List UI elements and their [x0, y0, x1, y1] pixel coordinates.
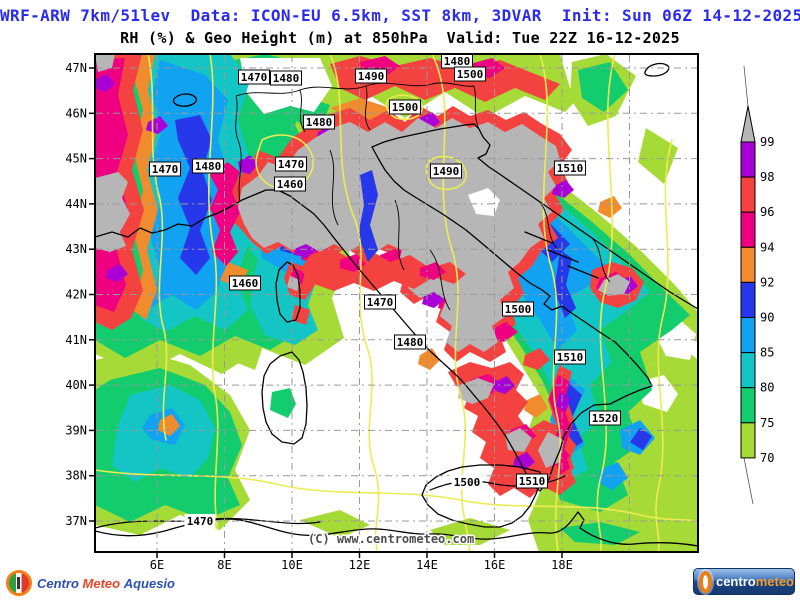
geoheight-contour-label: 1470: [239, 70, 270, 84]
svg-text:1500: 1500: [454, 476, 481, 489]
lat-label: 43N: [65, 242, 87, 256]
svg-text:1480: 1480: [273, 72, 300, 85]
colorbar-segment: [741, 177, 755, 212]
colorbar-tick-label: 92: [760, 275, 774, 289]
colorbar-tick-label: 70: [760, 451, 774, 465]
geoheight-contour-label: 1520: [590, 411, 621, 425]
rh-colorbar: 99 98 96 94 92 90 85 80 75 70: [741, 66, 774, 504]
colorbar-segment: [741, 318, 755, 353]
centrometeo-ring-icon: [699, 571, 712, 593]
geoheight-contour-label: 1470: [185, 514, 216, 528]
geoheight-contour-label: 1510: [555, 161, 586, 175]
centrometeo-button[interactable]: centrometeo: [693, 568, 795, 595]
lon-label: 12E: [349, 558, 371, 572]
lon-label: 10E: [281, 558, 303, 572]
geoheight-contour-label: 1500: [390, 100, 421, 114]
colorbar-tick-label: 96: [760, 205, 774, 219]
copyright-watermark: (C) www.centrometeo.com: [308, 532, 474, 546]
geoheight-contour-label: 1490: [431, 164, 462, 178]
lat-label: 41N: [65, 333, 87, 347]
lat-label: 42N: [65, 288, 87, 302]
rh-geoheight-map: 1470148014901480150015001480147014801470…: [0, 0, 800, 600]
lat-label: 47N: [65, 61, 87, 75]
svg-text:1460: 1460: [232, 277, 259, 290]
geoheight-contour-label: 1470: [276, 157, 307, 171]
colorbar-tick-label: 85: [760, 346, 774, 360]
lat-label: 40N: [65, 378, 87, 392]
svg-text:1470: 1470: [187, 515, 214, 528]
geoheight-contour-label: 1500: [455, 67, 486, 81]
lat-label: 44N: [65, 197, 87, 211]
colorbar-tick-label: 75: [760, 416, 774, 430]
geoheight-contour-label: 1480: [193, 159, 224, 173]
geoheight-contour-label: 1480: [304, 115, 335, 129]
svg-text:1470: 1470: [152, 163, 179, 176]
colorbar-pointer-bottom: [744, 458, 753, 504]
colorbar-pointer-top: [744, 66, 748, 106]
svg-text:1500: 1500: [505, 303, 532, 316]
geoheight-contour-label: 1480: [395, 335, 426, 349]
svg-text:1480: 1480: [397, 336, 424, 349]
colorbar-segment: [741, 247, 755, 282]
field-valid-title: RH (%) & Geo Height (m) at 850hPa Valid:…: [0, 29, 800, 47]
svg-text:1480: 1480: [195, 160, 222, 173]
geoheight-contour-label: 1480: [442, 54, 473, 68]
geoheight-contour-label: 1470: [150, 162, 181, 176]
geoheight-contour-label: 1500: [452, 475, 483, 489]
svg-text:1500: 1500: [457, 68, 484, 81]
colorbar-tick-label: 99: [760, 135, 774, 149]
lon-label: 18E: [551, 558, 573, 572]
aquesio-ring-icon: [6, 570, 32, 596]
geoheight-contour-label: 1470: [365, 295, 396, 309]
weather-chart-page: WRF-ARW 7km/51lev Data: ICON-EU 6.5km, S…: [0, 0, 800, 600]
colorbar-tick-label: 94: [760, 240, 774, 254]
lat-label: 37N: [65, 514, 87, 528]
svg-text:1500: 1500: [392, 101, 419, 114]
geoheight-contour-label: 1460: [230, 276, 261, 290]
colorbar-segment: [741, 212, 755, 247]
lat-label: 45N: [65, 152, 87, 166]
svg-text:1470: 1470: [367, 296, 394, 309]
colorbar-overflow-triangle: [741, 106, 755, 142]
svg-text:1460: 1460: [277, 178, 304, 191]
colorbar-tick-label: 98: [760, 170, 774, 184]
svg-text:1510: 1510: [557, 351, 584, 364]
lon-label: 16E: [484, 558, 506, 572]
colorbar-tick-label: 90: [760, 311, 774, 325]
colorbar-tick-label: 80: [760, 381, 774, 395]
logo-right-text: centrometeo: [716, 574, 794, 589]
lon-label: 8E: [217, 558, 231, 572]
svg-text:1520: 1520: [592, 412, 619, 425]
centro-meteo-aquesio-logo[interactable]: Centro Meteo Aquesio: [6, 570, 175, 596]
logo-left-text: Centro Meteo Aquesio: [37, 576, 175, 591]
geoheight-contour-label: 1490: [356, 69, 387, 83]
svg-text:1470: 1470: [278, 158, 305, 171]
lat-label: 39N: [65, 423, 87, 437]
lat-label: 46N: [65, 106, 87, 120]
model-run-title: WRF-ARW 7km/51lev Data: ICON-EU 6.5km, S…: [0, 6, 800, 25]
svg-text:1490: 1490: [433, 165, 460, 178]
geoheight-contour-label: 1500: [503, 302, 534, 316]
svg-text:1480: 1480: [444, 55, 471, 68]
svg-text:1490: 1490: [358, 70, 385, 83]
geoheight-contour-label: 1460: [275, 177, 306, 191]
geoheight-contour-label: 1510: [517, 474, 548, 488]
svg-text:1510: 1510: [557, 162, 584, 175]
colorbar-segment: [741, 423, 755, 458]
lat-label: 38N: [65, 469, 87, 483]
colorbar-segment: [741, 282, 755, 317]
svg-text:1470: 1470: [241, 71, 268, 84]
svg-text:1480: 1480: [306, 116, 333, 129]
geoheight-contour-label: 1480: [271, 71, 302, 85]
colorbar-segment: [741, 388, 755, 423]
colorbar-segment: [741, 142, 755, 177]
colorbar-segment: [741, 353, 755, 388]
svg-text:1510: 1510: [519, 475, 546, 488]
lon-label: 14E: [416, 558, 438, 572]
geoheight-contour-label: 1510: [555, 350, 586, 364]
